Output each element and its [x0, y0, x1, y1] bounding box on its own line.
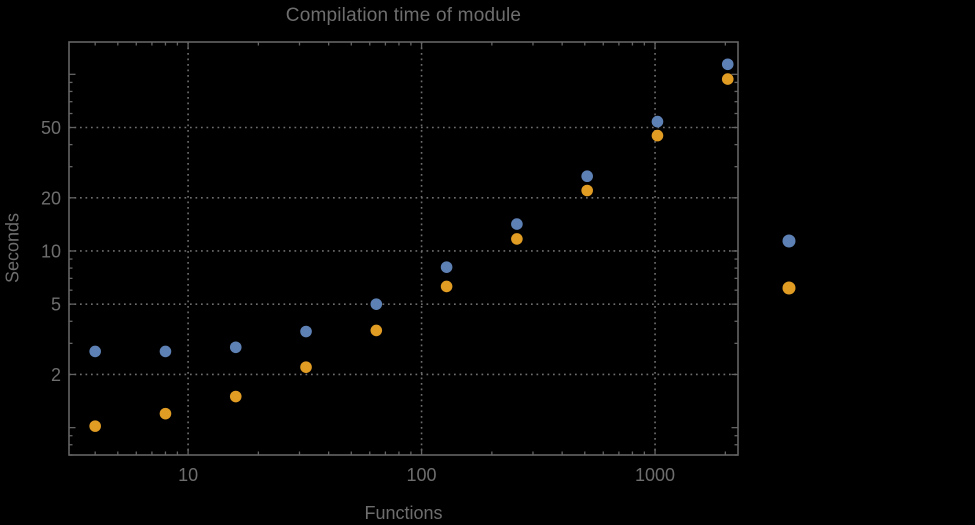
- data-point-series-1-blue: [89, 345, 101, 358]
- x-axis-label: Functions: [364, 503, 443, 523]
- x-tick-label: 1000: [635, 465, 675, 485]
- data-point-series-1-blue: [511, 218, 523, 230]
- chart-title: Compilation time of module: [285, 5, 522, 26]
- x-tick-label: 10: [178, 465, 198, 485]
- y-tick-label: 10: [41, 241, 61, 261]
- y-tick-label: 50: [41, 118, 61, 138]
- data-point-series-2-orange: [721, 73, 734, 85]
- legend-marker-series-1-blue: [782, 234, 796, 248]
- y-tick-label: 2: [51, 365, 61, 385]
- y-axis-label: Seconds: [2, 212, 23, 284]
- data-point-series-1-blue: [581, 170, 593, 183]
- data-point-series-2-orange: [370, 324, 383, 337]
- data-point-series-2-orange: [440, 280, 453, 293]
- data-point-series-2-orange: [300, 361, 312, 373]
- data-point-series-2-orange: [511, 233, 523, 245]
- data-point-series-1-blue: [651, 115, 664, 128]
- data-point-series-2-orange: [89, 420, 101, 432]
- data-point-series-2-orange: [651, 129, 664, 142]
- y-tick-label: 5: [51, 295, 61, 315]
- data-point-series-2-orange: [581, 184, 593, 197]
- data-point-series-1-blue: [440, 261, 453, 273]
- data-point-series-1-blue: [721, 58, 734, 71]
- data-point-series-2-orange: [159, 407, 172, 420]
- data-point-series-1-blue: [159, 345, 172, 358]
- data-point-series-1-blue: [229, 341, 242, 354]
- data-point-series-2-orange: [229, 390, 242, 403]
- x-tick-label: 100: [407, 465, 437, 485]
- legend-marker-series-2-orange: [782, 281, 796, 295]
- y-tick-label: 20: [41, 188, 61, 208]
- plot-frame: [68, 41, 739, 456]
- data-point-series-1-blue: [300, 325, 312, 338]
- data-point-series-1-blue: [370, 298, 383, 310]
